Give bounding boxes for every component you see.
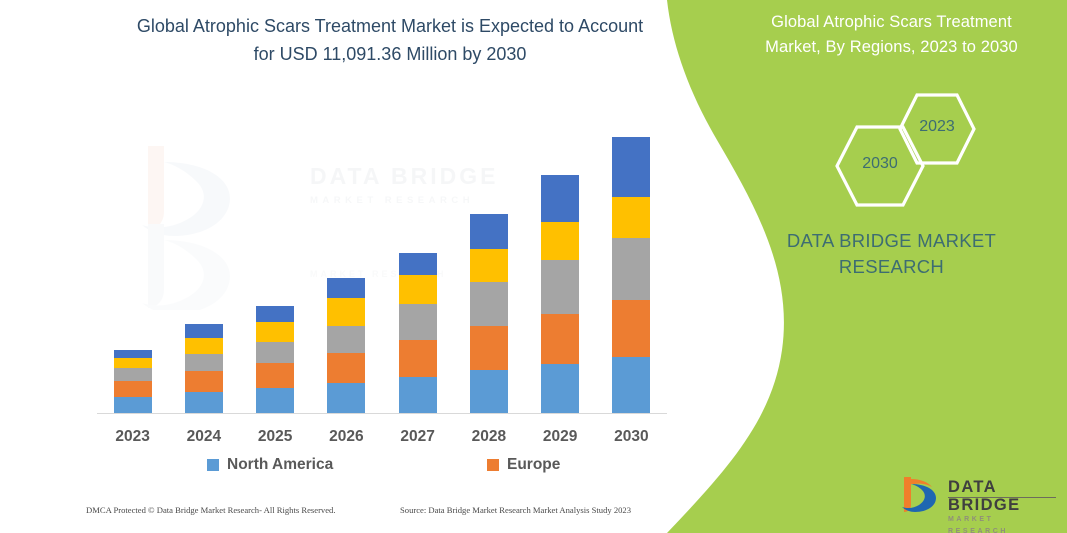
x-axis-label: 2030 — [614, 428, 649, 445]
bar-segment — [256, 306, 295, 322]
bar-segment — [113, 350, 152, 358]
logo-name: DATA BRIDGE — [948, 478, 1021, 514]
hexagon-start-year-label: 2023 — [919, 118, 955, 135]
footer-copyright: DMCA Protected © Data Bridge Market Rese… — [86, 505, 336, 515]
legend-item[interactable]: Europe — [487, 456, 560, 474]
legend-label: North America — [227, 456, 334, 473]
bar-segment — [184, 338, 223, 354]
bar-segment — [469, 370, 508, 413]
data-bridge-logo-mark-icon — [898, 475, 942, 515]
bar-segment — [327, 383, 366, 413]
bar-segment — [541, 222, 580, 260]
hexagon-end-year: 2030 — [834, 124, 926, 208]
hexagon-group: 2030 2023 — [777, 92, 1067, 207]
legend-swatch-icon — [487, 459, 499, 471]
panel-brand-line1: DATA BRIDGE MARKET — [786, 230, 997, 251]
bar-series-container — [97, 113, 667, 413]
hexagon-start-year: 2023 — [897, 92, 977, 166]
panel-title-line1: Global Atrophic Scars Treatment — [771, 13, 1012, 31]
bar-segment — [256, 363, 295, 388]
footer-source: Source: Data Bridge Market Research Mark… — [400, 505, 632, 515]
x-axis-label: 2023 — [115, 428, 150, 445]
bar-segment — [612, 197, 651, 238]
bar-group — [541, 175, 580, 413]
x-axis-label: 2028 — [471, 428, 507, 445]
bar-segment — [184, 392, 223, 413]
page-title-line2: for USD 11,091.36 Million by 2030 — [253, 44, 527, 64]
bar-group — [256, 306, 295, 413]
chart-legend: North America Europe — [97, 456, 667, 480]
bar-segment — [541, 364, 580, 413]
bar-segment — [469, 282, 508, 326]
bar-segment — [541, 260, 580, 314]
bar-segment — [612, 137, 651, 197]
bar-segment — [327, 353, 366, 383]
bar-segment — [398, 275, 437, 304]
data-bridge-logo: DATA BRIDGE MARKET RESEARCH — [898, 473, 1058, 533]
bar-group — [327, 278, 366, 413]
bar-segment — [612, 357, 651, 413]
bar-segment — [256, 322, 295, 342]
legend-swatch-icon — [207, 459, 219, 471]
x-axis-label: 2027 — [400, 428, 435, 445]
panel-title: Global Atrophic Scars Treatment Market, … — [739, 10, 1044, 60]
bar-segment — [184, 354, 223, 371]
bar-segment — [184, 371, 223, 392]
x-axis-line — [97, 413, 667, 414]
panel-content: Global Atrophic Scars Treatment Market, … — [667, 0, 1067, 533]
bar-segment — [398, 340, 437, 377]
bar-segment — [113, 397, 152, 413]
bar-group — [113, 350, 152, 413]
bar-group — [469, 214, 508, 413]
x-axis-labels: 2023 2024 2025 2026 2027 2028 2029 2030 — [97, 428, 667, 452]
legend-label: Europe — [507, 456, 561, 473]
bar-segment — [256, 342, 295, 363]
bar-group — [184, 324, 223, 413]
legend-item[interactable]: North America — [207, 456, 333, 474]
x-axis-label: 2026 — [329, 428, 364, 445]
bar-segment — [612, 238, 651, 300]
bar-segment — [469, 326, 508, 370]
x-axis-label: 2029 — [542, 428, 578, 445]
panel-title-line2: Market, By Regions, 2023 to 2030 — [765, 38, 1018, 56]
bar-segment — [113, 358, 152, 368]
bar-segment — [469, 249, 508, 282]
logo-tagline: MARKET RESEARCH — [948, 516, 1009, 533]
logo-divider — [948, 497, 1056, 498]
hexagon-end-year-label: 2030 — [862, 155, 898, 172]
bar-segment — [398, 304, 437, 340]
bar-group — [612, 137, 651, 413]
bar-segment — [541, 314, 580, 364]
bar-segment — [184, 324, 223, 338]
bar-segment — [398, 253, 437, 275]
x-axis-label: 2025 — [257, 428, 293, 445]
bar-segment — [327, 298, 366, 326]
data-bridge-logo-text: DATA BRIDGE MARKET RESEARCH — [948, 478, 1058, 533]
bar-segment — [327, 326, 366, 353]
panel-brand-line2: RESEARCH — [838, 256, 945, 277]
bar-segment — [469, 214, 508, 249]
footer: DMCA Protected © Data Bridge Market Rese… — [0, 505, 700, 525]
bar-segment — [327, 278, 366, 298]
bar-segment — [113, 381, 152, 397]
bar-segment — [113, 368, 152, 381]
hexagon-outline-icon — [835, 125, 925, 207]
bar-segment — [256, 388, 295, 413]
hexagon-outline-icon — [898, 93, 976, 165]
bar-segment — [398, 377, 437, 413]
panel-brand: DATA BRIDGE MARKET RESEARCH — [739, 228, 1044, 280]
page-title: Global Atrophic Scars Treatment Market i… — [80, 12, 700, 68]
bar-segment — [541, 175, 580, 222]
bar-group — [398, 253, 437, 413]
bar-chart: 2023 2024 2025 2026 2027 2028 2029 2030 North A… — [97, 113, 667, 480]
page-title-line1: Global Atrophic Scars Treatment Market i… — [136, 16, 644, 36]
bar-segment — [612, 300, 651, 357]
x-axis-label: 2024 — [186, 428, 222, 445]
